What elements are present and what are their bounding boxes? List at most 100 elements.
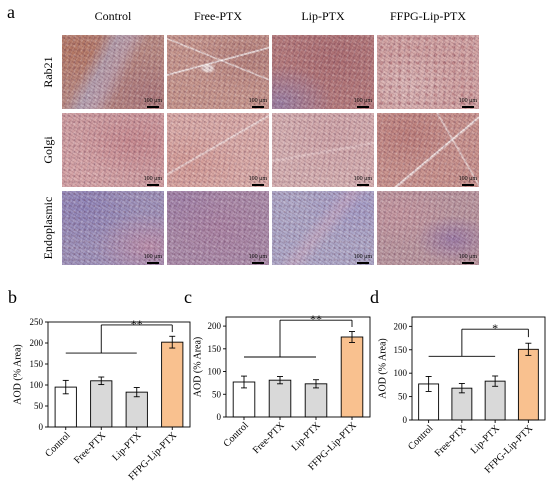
bar-lip-ptx	[484, 380, 506, 421]
x-tick-label-control: Control	[221, 420, 251, 450]
plot-frame	[47, 321, 191, 428]
scale-bar: 100 μm	[354, 176, 372, 186]
y-tick-label: 100	[394, 368, 408, 378]
y-tick-label: 100	[208, 367, 222, 377]
scale-bar: 100 μm	[144, 254, 162, 264]
plot-frame	[225, 316, 371, 418]
panel-label-d: d	[370, 287, 379, 307]
tissue-image-golgi-ffpg-lip-ptx: 100 μm	[377, 113, 479, 187]
bar-ffpg-lip-ptx	[161, 341, 184, 428]
tissue-image-rab21-control: 100 μm	[62, 35, 164, 109]
column-header-lip-ptx: Lip-PTX	[301, 9, 345, 23]
y-tick-label: 0	[39, 422, 44, 432]
x-tick-label-control: Control	[43, 430, 73, 460]
y-tick-label: 0	[403, 415, 408, 425]
error-bar-control	[425, 376, 432, 392]
scale-bar-line	[251, 106, 264, 108]
y-tick-label: 200	[208, 321, 222, 331]
panel-label-a: a	[7, 2, 15, 22]
bar-lip-ptx	[304, 383, 328, 418]
scale-bar: 100 μm	[144, 176, 162, 186]
scale-bar-label: 100 μm	[248, 176, 267, 182]
y-tick-label: 150	[394, 345, 408, 355]
tissue-image-golgi-control: 100 μm	[62, 113, 164, 187]
bar-lip-ptx	[125, 391, 148, 428]
scale-bar: 100 μm	[249, 254, 267, 264]
y-tick-label: 250	[30, 317, 44, 327]
significance-label: **	[131, 317, 143, 331]
error-bar-ffpg-lip-ptx	[349, 331, 355, 343]
scale-bar-line	[461, 262, 474, 264]
scale-bar-line	[356, 106, 369, 108]
scale-bar-label: 100 μm	[353, 176, 372, 182]
significance-bracket: **	[244, 312, 353, 358]
scale-bar-label: 100 μm	[458, 254, 477, 260]
bar-ffpg-lip-ptx	[517, 348, 539, 421]
error-bar-ffpg-lip-ptx	[169, 335, 176, 349]
scale-bar-line	[356, 184, 369, 186]
error-bar-free-ptx	[277, 376, 283, 385]
x-tick-label-free-ptx: Free-PTX	[72, 430, 109, 467]
significance-bracket: *	[428, 321, 529, 357]
x-tick-label-free-ptx: Free-PTX	[251, 420, 288, 457]
x-tick-label-control: Control	[406, 423, 436, 453]
error-bar-control	[241, 375, 247, 389]
significance-label: **	[310, 312, 322, 326]
y-axis-label: AOD (% Area)	[13, 344, 24, 405]
scale-bar-line	[146, 106, 159, 108]
scale-bar-label: 100 μm	[143, 98, 162, 104]
scale-bar: 100 μm	[459, 98, 477, 108]
tissue-image-rab21-free-ptx: 100 μm	[167, 35, 269, 109]
panel-label-b: b	[8, 287, 17, 307]
significance-label: *	[492, 321, 498, 335]
tissue-image-endoplasmic-control: 100 μm	[62, 191, 164, 265]
scale-bar-label: 100 μm	[458, 176, 477, 182]
y-tick-label: 50	[398, 392, 408, 402]
y-tick-label: 0	[217, 412, 222, 422]
scale-bar-label: 100 μm	[458, 98, 477, 104]
error-bar-control	[62, 379, 69, 395]
error-bar-free-ptx	[98, 376, 105, 386]
tissue-image-endoplasmic-lip-ptx: 100 μm	[272, 191, 374, 265]
scale-bar: 100 μm	[144, 98, 162, 108]
tissue-image-rab21-lip-ptx: 100 μm	[272, 35, 374, 109]
y-tick-label: 50	[212, 389, 222, 399]
error-bar-lip-ptx	[492, 375, 499, 387]
y-axis-label: AOD (% Area)	[193, 337, 204, 398]
plot-frame	[411, 316, 546, 421]
tissue-image-golgi-lip-ptx: 100 μm	[272, 113, 374, 187]
bar-free-ptx	[268, 379, 292, 418]
y-tick-label: 100	[30, 380, 44, 390]
scale-bar: 100 μm	[249, 98, 267, 108]
x-tick-label-free-ptx: Free-PTX	[433, 423, 470, 460]
scale-bar-label: 100 μm	[143, 254, 162, 260]
tissue-image-golgi-free-ptx: 100 μm	[167, 113, 269, 187]
y-tick-label: 50	[34, 401, 44, 411]
y-tick-label: 200	[30, 338, 44, 348]
x-tick-label-lip-ptx: Lip-PTX	[290, 420, 324, 454]
scale-bar-line	[251, 262, 264, 264]
y-axis-label: AOD (% Area)	[378, 338, 389, 399]
scale-bar: 100 μm	[354, 254, 372, 264]
tissue-image-rab21-ffpg-lip-ptx: 100 μm	[377, 35, 479, 109]
column-header-free-ptx: Free-PTX	[194, 9, 242, 23]
scale-bar: 100 μm	[459, 254, 477, 264]
y-tick-label: 200	[394, 321, 408, 331]
scale-bar: 100 μm	[249, 176, 267, 186]
error-bar-free-ptx	[458, 383, 465, 394]
x-tick-label-lip-ptx: Lip-PTX	[110, 430, 144, 464]
column-header-ffpg-lip-ptx: FFPG-Lip-PTX	[389, 9, 466, 23]
bar-ffpg-lip-ptx	[340, 336, 364, 418]
scale-bar-line	[356, 262, 369, 264]
x-tick-label-lip-ptx: Lip-PTX	[469, 423, 503, 457]
scale-bar: 100 μm	[459, 176, 477, 186]
scale-bar-label: 100 μm	[248, 98, 267, 104]
scale-bar-line	[461, 106, 474, 108]
scale-bar-line	[146, 184, 159, 186]
y-tick-label: 150	[30, 359, 44, 369]
significance-bracket: **	[65, 317, 173, 354]
bar-free-ptx	[90, 380, 113, 428]
scale-bar-label: 100 μm	[353, 98, 372, 104]
